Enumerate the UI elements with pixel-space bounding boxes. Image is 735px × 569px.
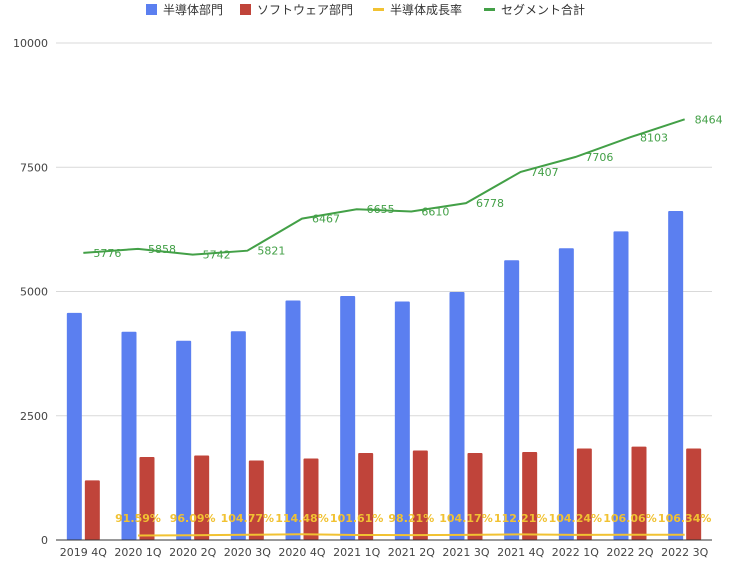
- bar-semiconductor: [230, 331, 246, 540]
- bar-semiconductor: [668, 210, 684, 540]
- bar-software: [522, 452, 538, 540]
- growth-rate-label: 104.77%: [221, 512, 274, 525]
- x-tick-label: 2020 2Q: [169, 546, 216, 559]
- y-tick-label: 10000: [13, 37, 48, 50]
- legend-swatch: [484, 8, 495, 11]
- x-tick-label: 2022 3Q: [661, 546, 708, 559]
- bar-software: [139, 457, 155, 540]
- legend-swatch: [146, 4, 157, 15]
- segment-total-label: 8103: [640, 131, 668, 144]
- segment-total-labels: 5776 5858 5742 5821 6467 6655 6610 6778 7407 7706…: [93, 113, 722, 261]
- segment-total-label: 5776: [93, 247, 121, 260]
- x-tick-label: 2020 4Q: [278, 546, 325, 559]
- growth-rate-label: 104.24%: [549, 512, 602, 525]
- segment-total-label: 6655: [367, 203, 395, 216]
- legend: 半導体部門 ソフトウェア部門 半導体成長率 セグメント合計: [146, 2, 585, 17]
- x-tick-label: 2022 2Q: [606, 546, 653, 559]
- bar-semiconductor: [394, 301, 410, 540]
- grid-lines: [56, 42, 712, 417]
- bar-software: [358, 453, 374, 540]
- x-tick-label: 2021 1Q: [333, 546, 380, 559]
- bar-software: [84, 480, 100, 540]
- growth-rate-line: [137, 533, 685, 537]
- segment-total-series-line: [83, 118, 685, 256]
- x-tick-label: 2022 1Q: [552, 546, 599, 559]
- legend-swatch: [240, 4, 251, 15]
- legend-item: ソフトウェア部門: [240, 2, 353, 17]
- segment-total-label: 6778: [476, 197, 504, 210]
- bar-semiconductor: [121, 331, 137, 540]
- growth-rate-label: 114.48%: [275, 512, 328, 525]
- growth-rate-label: 112.21%: [494, 512, 547, 525]
- y-tick-label: 0: [41, 534, 48, 547]
- x-tick-label: 2020 3Q: [224, 546, 271, 559]
- growth-rate-label: 96.09%: [170, 512, 216, 525]
- segment-total-label: 7407: [531, 166, 559, 179]
- bar-software: [194, 455, 210, 540]
- y-axis: 0 2500 5000 7500 10000: [13, 37, 48, 547]
- bar-software: [412, 450, 428, 540]
- x-axis: 2019 4Q 2020 1Q 2020 2Q 2020 3Q 2020 4Q 2021 …: [56, 539, 712, 559]
- legend-label: 半導体部門: [163, 2, 223, 17]
- legend-swatch: [373, 8, 384, 11]
- growth-rate-label: 104.17%: [439, 512, 492, 525]
- bar-software: [303, 458, 319, 540]
- segment-total-label: 5858: [148, 243, 176, 256]
- bar-semiconductor: [558, 248, 574, 541]
- growth-rate-label: 91.59%: [115, 512, 161, 525]
- segment-total-line: [83, 118, 685, 256]
- bar-software: [248, 460, 264, 540]
- bars: [66, 210, 702, 541]
- legend-item: セグメント合計: [484, 2, 585, 17]
- bar-software: [686, 448, 702, 540]
- x-tick-label: 2021 3Q: [442, 546, 489, 559]
- bar-semiconductor: [176, 340, 192, 540]
- growth-rate-label: 106.34%: [658, 512, 711, 525]
- x-tick-label: 2021 2Q: [388, 546, 435, 559]
- x-tick-label: 2020 1Q: [114, 546, 161, 559]
- bar-semiconductor: [449, 291, 465, 540]
- legend-label: 半導体成長率: [390, 2, 462, 17]
- growth-rate-label: 106.06%: [603, 512, 656, 525]
- bar-software: [631, 446, 647, 540]
- bar-semiconductor: [285, 300, 301, 540]
- segment-total-label: 5742: [203, 249, 231, 262]
- legend-item: 半導体成長率: [373, 2, 462, 17]
- y-tick-label: 7500: [20, 161, 48, 174]
- x-tick-label: 2021 4Q: [497, 546, 544, 559]
- growth-rate-labels: 91.59% 96.09% 104.77% 114.48% 101.61% 98.21% 1…: [115, 512, 711, 525]
- bar-software: [467, 453, 483, 540]
- segment-total-label: 6610: [421, 205, 449, 218]
- legend-label: セグメント合計: [501, 2, 585, 17]
- bar-software: [576, 448, 592, 540]
- y-tick-label: 5000: [20, 286, 48, 299]
- segment-total-label: 8464: [695, 113, 723, 126]
- growth-rate-label: 101.61%: [330, 512, 383, 525]
- x-tick-label: 2019 4Q: [60, 546, 107, 559]
- growth-rate-label: 98.21%: [388, 512, 434, 525]
- bar-semiconductor: [613, 231, 629, 540]
- legend-label: ソフトウェア部門: [257, 2, 353, 17]
- legend-item: 半導体部門: [146, 2, 223, 17]
- y-tick-label: 2500: [20, 410, 48, 423]
- segment-total-label: 5821: [257, 245, 285, 258]
- segment-total-label: 6467: [312, 213, 340, 226]
- segment-total-label: 7706: [585, 151, 613, 164]
- bar-semiconductor: [504, 260, 520, 540]
- growth-rate-series-line: [137, 533, 685, 537]
- bar-semiconductor: [340, 295, 356, 540]
- bar-semiconductor: [66, 312, 82, 540]
